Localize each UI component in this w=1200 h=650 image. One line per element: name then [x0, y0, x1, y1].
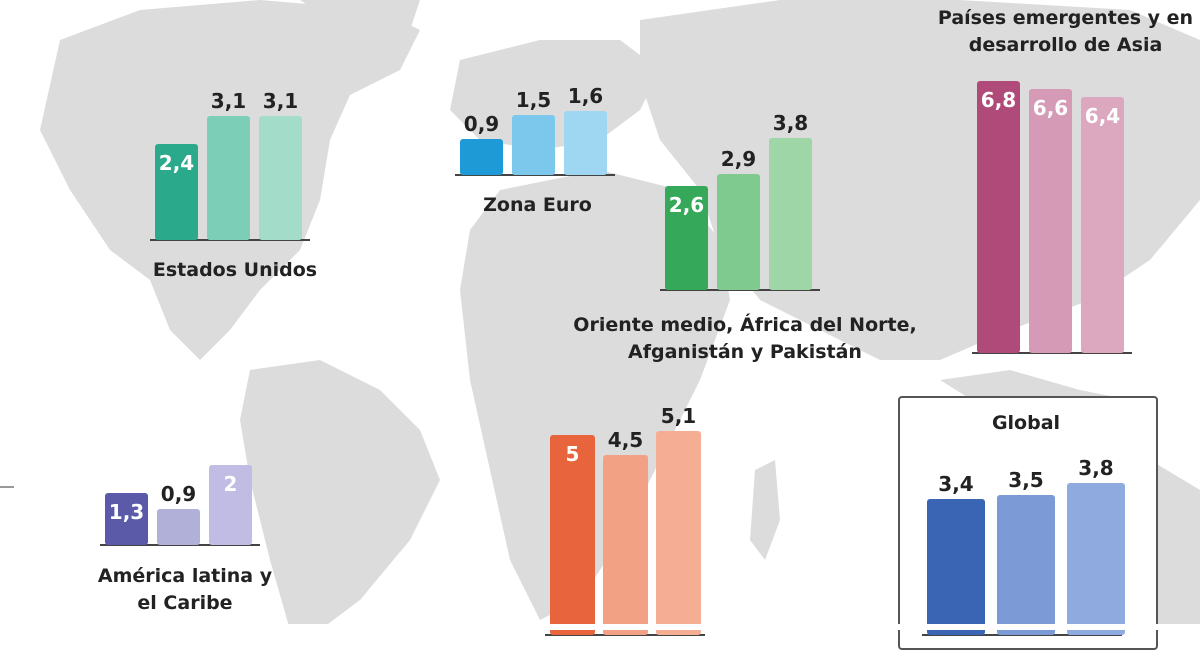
data-label: 1,3	[109, 500, 144, 524]
bar	[665, 186, 708, 290]
bar	[927, 499, 985, 635]
bar	[717, 174, 760, 290]
bar	[656, 431, 701, 635]
data-label: 0,9	[464, 112, 499, 136]
bar	[259, 116, 302, 240]
data-label: 2,4	[159, 151, 194, 175]
greenland-shape	[300, 0, 420, 40]
data-label: 2,9	[721, 147, 756, 171]
title-zona-euro: Zona Euro	[483, 194, 592, 216]
data-label: 2	[224, 472, 238, 496]
data-label: 3,1	[263, 89, 298, 113]
data-label: 4,5	[608, 428, 643, 452]
data-label: 6,6	[1033, 96, 1068, 120]
chart-africa-subsahariana: 5 4,5 5,1	[545, 404, 705, 636]
chart-america-latina: 1,3 0,9 2	[100, 465, 260, 546]
data-label: 5,1	[661, 404, 696, 428]
bar	[1081, 97, 1124, 353]
bar	[1067, 483, 1125, 635]
madagascar-shape	[750, 460, 780, 560]
data-label: 3,1	[211, 89, 246, 113]
data-label: 1,5	[516, 88, 551, 112]
bar	[512, 115, 555, 175]
data-label: 0,9	[161, 482, 196, 506]
bottom-strip	[0, 624, 1200, 630]
data-label: 3,5	[1008, 468, 1043, 492]
bar	[155, 144, 198, 240]
chart-estados-unidos: 2,4 3,1 3,1	[150, 89, 310, 241]
title-global: Global	[991, 412, 1061, 434]
title-asia: Países emergentes y en desarrollo de Asi…	[937, 7, 1194, 56]
title-oriente-medio: Oriente medio, África del Norte, Afganis…	[573, 314, 917, 363]
bar	[157, 509, 200, 545]
africa-shape	[460, 170, 730, 620]
data-label: 5	[566, 442, 580, 466]
bar	[207, 116, 250, 240]
bar	[603, 455, 648, 635]
chart-global: 3,4 3,5 3,8	[922, 456, 1125, 636]
data-label: 3,8	[773, 111, 808, 135]
data-label: 6,8	[981, 88, 1016, 112]
title-america-latina: América latina y el Caribe	[97, 565, 273, 614]
data-label: 2,6	[669, 193, 704, 217]
bar	[564, 111, 607, 175]
data-label: 1,6	[568, 84, 603, 108]
bar	[769, 138, 812, 290]
bar	[209, 465, 252, 545]
chart-zona-euro: 0,9 1,5 1,6	[455, 84, 615, 176]
data-label: 3,8	[1078, 456, 1113, 480]
bar	[105, 493, 148, 545]
bar	[997, 495, 1055, 635]
bar	[550, 435, 595, 635]
bar	[460, 139, 503, 175]
europe-shape	[450, 40, 660, 150]
bar	[977, 81, 1020, 353]
south-america-shape	[240, 360, 440, 630]
title-estados-unidos: Estados Unidos	[152, 259, 318, 281]
chart-oriente-medio: 2,6 2,9 3,8	[660, 111, 820, 291]
chart-asia: 6,8 6,6 6,4	[972, 81, 1132, 354]
data-label: 6,4	[1085, 104, 1120, 128]
data-label: 3,4	[938, 472, 973, 496]
bar	[1029, 89, 1072, 353]
